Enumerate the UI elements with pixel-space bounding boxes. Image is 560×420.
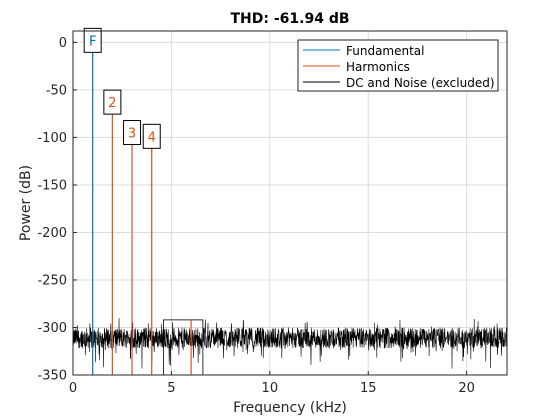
x-tick-label: 10 bbox=[262, 381, 279, 396]
annotation-2: 2 bbox=[103, 89, 122, 115]
x-tick-label: 0 bbox=[69, 381, 77, 396]
annotation-F: F bbox=[83, 27, 102, 53]
x-tick-label: 5 bbox=[167, 381, 175, 396]
y-axis-ticks: 0 -50 -100 -150 -200 -250 -300 -350 bbox=[37, 36, 77, 384]
annotation-4: 4 bbox=[142, 123, 161, 149]
y-tick-label: -50 bbox=[46, 83, 67, 98]
annotation-box bbox=[103, 89, 122, 115]
noise-trace bbox=[72, 317, 508, 369]
annotation-label: F bbox=[89, 34, 96, 49]
y-tick-label: -300 bbox=[37, 321, 67, 336]
legend: Fundamental Harmonics DC and Noise (excl… bbox=[297, 39, 499, 92]
legend-label-noise: DC and Noise (excluded) bbox=[346, 76, 495, 90]
legend-label-harmonics: Harmonics bbox=[346, 60, 410, 74]
y-tick-label: -150 bbox=[37, 178, 67, 193]
annotation-label: 3 bbox=[128, 127, 136, 142]
y-tick-label: 0 bbox=[59, 36, 67, 51]
annotation-box bbox=[142, 123, 161, 149]
x-axis-ticks: 0 5 10 15 20 bbox=[69, 371, 475, 396]
grid bbox=[73, 31, 507, 375]
axes-box bbox=[72, 30, 508, 376]
annotation-box bbox=[83, 27, 102, 53]
chart-title: THD: -61.94 dB bbox=[230, 11, 349, 27]
y-tick-label: -200 bbox=[37, 226, 67, 241]
annotation-label: 2 bbox=[108, 96, 116, 111]
legend-label-fundamental: Fundamental bbox=[346, 44, 425, 58]
x-tick-label: 20 bbox=[458, 381, 475, 396]
y-tick-label: -250 bbox=[37, 273, 67, 288]
annotation-label: 4 bbox=[148, 130, 156, 145]
annotation-3: 3 bbox=[123, 120, 142, 146]
y-tick-label: -350 bbox=[37, 369, 67, 384]
x-tick-label: 15 bbox=[360, 381, 377, 396]
y-tick-label: -100 bbox=[37, 131, 67, 146]
y-axis-label: Power (dB) bbox=[18, 165, 34, 241]
harmonics-series bbox=[111, 105, 192, 375]
annotation-box bbox=[123, 120, 142, 146]
x-axis-label: Frequency (kHz) bbox=[233, 400, 347, 416]
harmonic-annotations: F 2 3 4 bbox=[83, 27, 161, 149]
